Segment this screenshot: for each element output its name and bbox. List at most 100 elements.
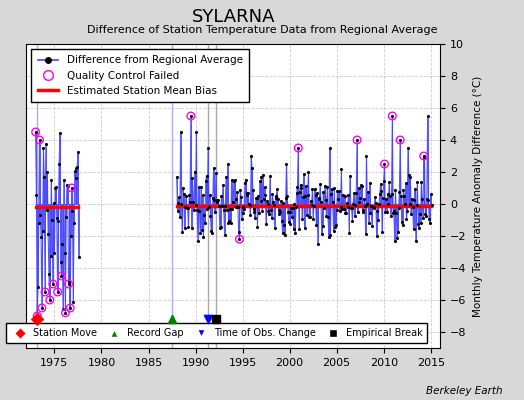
Point (409, 226, 418, 233)
Point (369, 204, 378, 211)
Point (298, 216, 307, 222)
Point (256, 178, 264, 184)
Point (40, 174, 48, 180)
Point (199, 234, 208, 240)
Point (311, 192, 320, 198)
Point (266, 173, 274, 179)
Point (346, 204, 355, 211)
Point (31, 129, 40, 135)
Point (216, 224, 225, 230)
Point (375, 201, 383, 208)
Point (59, 306, 67, 312)
Point (74, 254, 83, 260)
Point (388, 113, 397, 119)
Point (214, 197, 223, 203)
Title: SYLARNA: SYLARNA (191, 8, 275, 26)
Point (365, 180, 374, 186)
Point (219, 182, 227, 188)
Point (306, 214, 314, 220)
Point (48, 217, 56, 224)
Point (321, 182, 329, 189)
Point (278, 230, 287, 236)
Point (262, 220, 270, 227)
Point (281, 232, 289, 238)
Point (299, 194, 307, 201)
Point (279, 199, 288, 206)
Point (412, 238, 420, 244)
Point (56, 130, 64, 136)
Point (286, 209, 294, 216)
Point (410, 197, 419, 203)
Point (274, 196, 282, 203)
Point (65, 278, 73, 285)
Point (251, 215, 259, 221)
Point (41, 140, 50, 147)
Point (49, 199, 58, 206)
Point (253, 194, 261, 201)
Point (191, 168, 199, 175)
Point (407, 210, 416, 217)
Point (39, 145, 48, 151)
Point (423, 113, 432, 119)
Point (315, 196, 324, 202)
Point (379, 195, 387, 201)
Point (421, 210, 430, 217)
Point (326, 231, 335, 238)
Point (185, 192, 193, 198)
Point (354, 185, 363, 192)
Point (226, 206, 234, 212)
Point (66, 305, 74, 311)
Point (386, 193, 394, 199)
Point (340, 193, 348, 200)
Point (230, 178, 238, 184)
Point (391, 186, 400, 193)
Point (357, 182, 365, 188)
Point (49, 281, 57, 287)
Point (184, 224, 193, 230)
Point (364, 189, 372, 196)
Point (275, 211, 283, 217)
Point (309, 216, 318, 222)
Point (406, 174, 414, 180)
Point (338, 206, 346, 212)
Point (221, 231, 229, 238)
Point (416, 211, 424, 218)
Point (204, 145, 212, 151)
Point (205, 204, 213, 210)
Point (57, 273, 66, 279)
Point (343, 200, 351, 206)
Point (188, 225, 196, 232)
Point (404, 145, 412, 151)
Point (46, 297, 54, 303)
Point (68, 185, 76, 191)
Point (324, 214, 332, 220)
Point (225, 218, 234, 224)
Point (303, 192, 312, 198)
Point (290, 200, 299, 207)
Point (215, 203, 223, 209)
Point (238, 204, 247, 210)
Point (200, 211, 209, 218)
Point (194, 238, 202, 244)
Point (406, 201, 414, 207)
Point (283, 193, 291, 199)
Point (317, 199, 325, 205)
Point (68, 185, 76, 191)
Point (303, 212, 311, 218)
Point (314, 241, 322, 247)
Point (382, 196, 390, 202)
Point (46, 297, 54, 303)
Point (191, 202, 200, 208)
Point (348, 218, 356, 224)
Point (212, 170, 220, 177)
Point (316, 181, 324, 188)
Point (397, 193, 405, 200)
Point (261, 192, 269, 198)
Point (401, 180, 410, 187)
Point (204, 316, 212, 322)
Point (35, 137, 43, 143)
Point (258, 208, 266, 214)
Point (322, 213, 331, 219)
Point (330, 228, 338, 234)
Point (216, 225, 224, 231)
